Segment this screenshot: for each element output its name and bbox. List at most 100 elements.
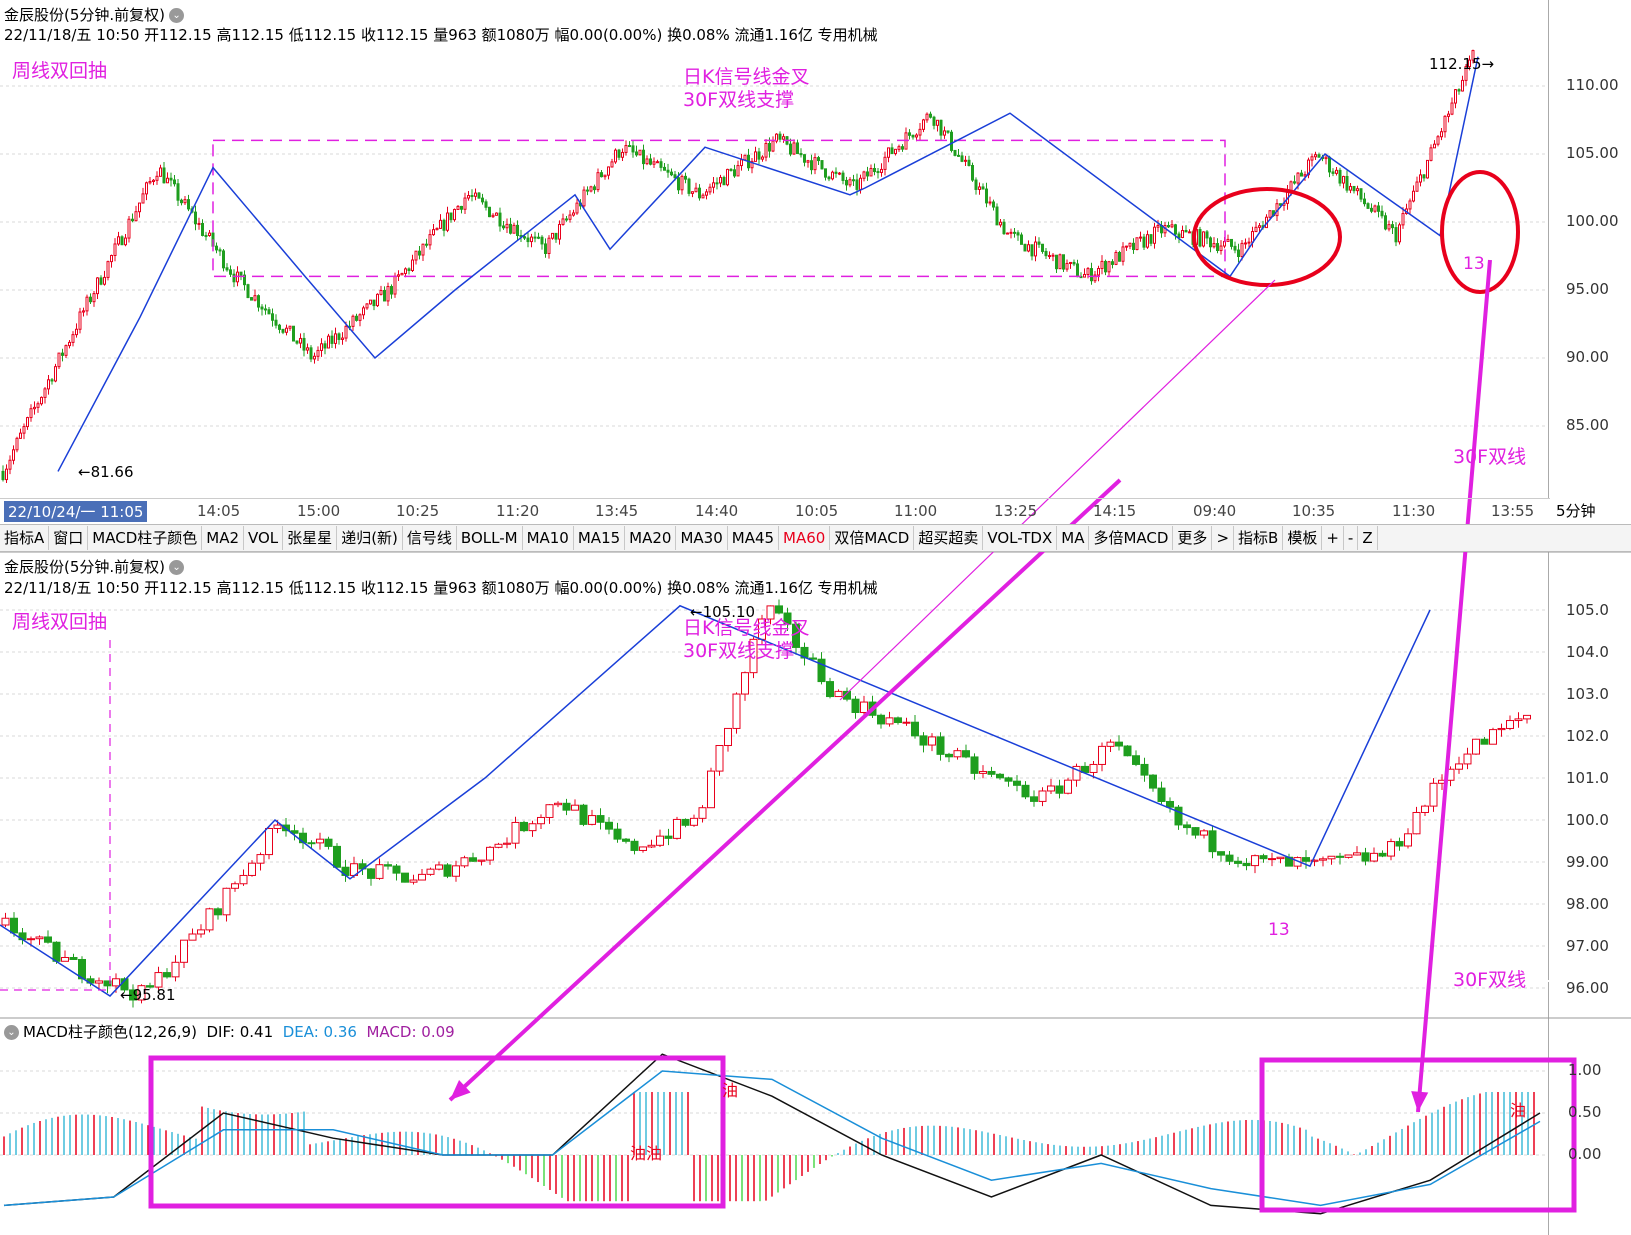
bottom-high-label: ←105.10 bbox=[690, 603, 756, 621]
candle bbox=[593, 186, 596, 191]
toolbar-item[interactable]: MA60 bbox=[779, 526, 831, 550]
candle bbox=[925, 113, 929, 121]
candle bbox=[231, 883, 239, 889]
candle bbox=[106, 261, 110, 278]
candle bbox=[428, 234, 432, 246]
candle bbox=[824, 168, 827, 178]
chevron-down-icon[interactable]: ⌄ bbox=[4, 1025, 19, 1040]
candle bbox=[698, 187, 701, 199]
bottom-y-tick: 101.0 bbox=[1566, 769, 1609, 787]
channel-box bbox=[212, 139, 1226, 278]
toolbar-item[interactable]: 模板 bbox=[1283, 526, 1323, 550]
time-axis-label: 15:00 bbox=[297, 502, 341, 520]
candle bbox=[1098, 745, 1106, 765]
candle bbox=[936, 736, 945, 755]
candle bbox=[171, 961, 180, 978]
candle bbox=[1065, 262, 1069, 270]
candle bbox=[414, 250, 418, 261]
candle bbox=[169, 177, 173, 181]
candle bbox=[1302, 857, 1310, 862]
toolbar-item[interactable]: MA30 bbox=[676, 526, 728, 550]
weekly-annotation: 周线双回抽 bbox=[12, 611, 108, 633]
candle bbox=[1090, 268, 1093, 282]
candle bbox=[1254, 226, 1258, 233]
candle bbox=[1314, 154, 1317, 158]
period-selector[interactable]: 5分钟 bbox=[1556, 502, 1596, 520]
toolbar-item[interactable]: 信号线 bbox=[403, 526, 457, 550]
candle bbox=[1219, 245, 1223, 252]
candle bbox=[404, 268, 407, 274]
candle bbox=[960, 155, 964, 162]
toolbar-item[interactable]: Z bbox=[1358, 526, 1378, 550]
candle bbox=[642, 149, 645, 165]
toolbar-item[interactable]: 指标A bbox=[0, 526, 50, 550]
candle bbox=[1191, 827, 1200, 836]
candle bbox=[996, 773, 1004, 779]
candle bbox=[1048, 255, 1051, 258]
chevron-down-icon[interactable]: ⌄ bbox=[169, 560, 185, 575]
candle bbox=[1251, 855, 1259, 867]
toolbar-item[interactable]: 指标B bbox=[1234, 526, 1284, 550]
candle bbox=[19, 432, 22, 439]
candle bbox=[551, 232, 554, 239]
candle bbox=[1140, 763, 1149, 776]
candle bbox=[1457, 89, 1461, 92]
candle bbox=[1174, 224, 1177, 235]
toolbar-item[interactable]: 超买超卖 bbox=[914, 526, 984, 550]
toolbar-item[interactable]: MA15 bbox=[574, 526, 626, 550]
candle bbox=[355, 315, 358, 321]
toolbar-item[interactable]: MA10 bbox=[523, 526, 574, 550]
candle bbox=[820, 160, 824, 170]
candle bbox=[1338, 169, 1342, 184]
toolbar-item[interactable]: 更多 bbox=[1173, 526, 1213, 550]
candle bbox=[673, 174, 677, 179]
candle bbox=[1226, 238, 1230, 242]
candle bbox=[163, 972, 171, 978]
candle bbox=[33, 406, 36, 410]
candle bbox=[194, 211, 197, 225]
toolbar-item[interactable]: 张星星 bbox=[283, 526, 338, 550]
candle bbox=[1064, 779, 1072, 794]
candle bbox=[418, 873, 426, 881]
candle bbox=[1013, 231, 1016, 234]
toolbar-item[interactable]: MA20 bbox=[625, 526, 677, 550]
toolbar-item[interactable]: > bbox=[1212, 526, 1235, 550]
candle bbox=[971, 164, 974, 181]
candle bbox=[1174, 806, 1183, 826]
candle bbox=[201, 222, 204, 236]
arrow-head bbox=[450, 1079, 471, 1100]
toolbar-item[interactable]: BOLL-M bbox=[457, 526, 523, 550]
chevron-down-icon[interactable]: ⌄ bbox=[169, 8, 185, 23]
candle bbox=[400, 272, 404, 276]
toolbar-item[interactable]: MA45 bbox=[728, 526, 780, 550]
time-axis-label: 14:40 bbox=[695, 502, 739, 520]
toolbar-item[interactable]: VOL-TDX bbox=[983, 526, 1058, 550]
toolbar-item[interactable]: MACD柱子颜色 bbox=[88, 526, 203, 550]
candle bbox=[568, 214, 572, 220]
toolbar-item[interactable]: 递归(新) bbox=[337, 526, 403, 550]
macd-y-tick: 0.00 bbox=[1568, 1145, 1602, 1163]
toolbar-item[interactable]: 多倍MACD bbox=[1089, 526, 1174, 550]
candle bbox=[1447, 113, 1450, 117]
toolbar-item[interactable]: - bbox=[1344, 526, 1359, 550]
candle bbox=[929, 113, 932, 118]
candle bbox=[520, 821, 528, 832]
toolbar-item[interactable]: VOL bbox=[244, 526, 284, 550]
candle bbox=[729, 168, 733, 171]
candle bbox=[82, 310, 85, 313]
toolbar-item[interactable]: 双倍MACD bbox=[830, 526, 915, 550]
toolbar-item[interactable]: MA bbox=[1057, 526, 1090, 550]
candle bbox=[421, 243, 425, 256]
candle bbox=[469, 857, 477, 862]
toolbar-item[interactable]: 窗口 bbox=[49, 526, 89, 550]
candle bbox=[605, 821, 613, 830]
candle bbox=[741, 672, 749, 695]
candle bbox=[113, 243, 117, 256]
candle bbox=[628, 145, 631, 148]
candle bbox=[1038, 790, 1047, 802]
toolbar-item[interactable]: + bbox=[1322, 526, 1344, 550]
candle bbox=[707, 770, 715, 809]
candle bbox=[390, 286, 393, 295]
toolbar-item[interactable]: MA2 bbox=[202, 526, 244, 550]
